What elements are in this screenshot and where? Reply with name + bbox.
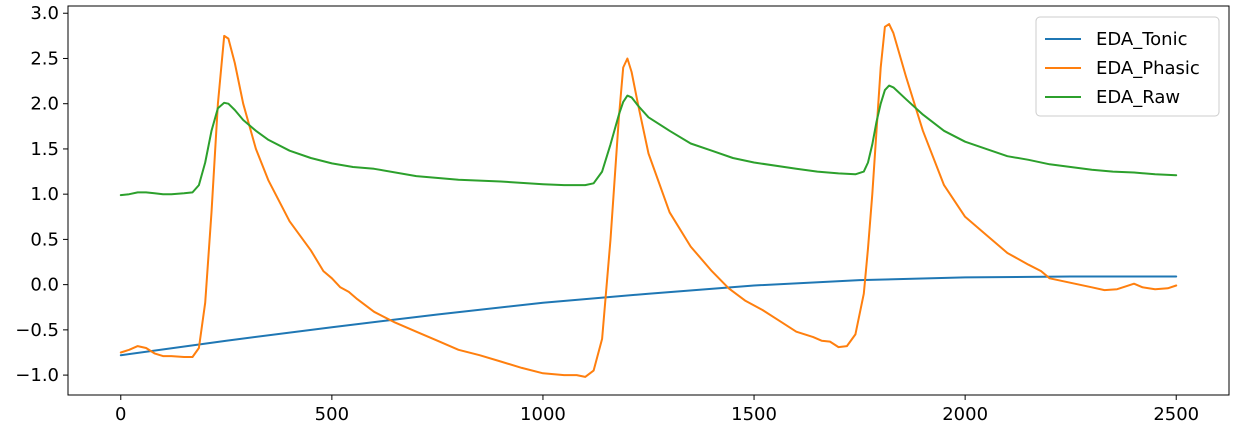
legend: EDA_Tonic EDA_Phasic EDA_Raw <box>1035 16 1220 117</box>
y-tick-label: −1.0 <box>15 365 59 386</box>
y-tick-label: 2.5 <box>30 48 59 69</box>
y-tick-label: 1.0 <box>30 184 59 205</box>
y-tick-label: 0.5 <box>30 229 59 250</box>
series-line-eda-phasic <box>119 23 1178 378</box>
y-tick-label: 3.0 <box>30 3 59 24</box>
plot-area-frame <box>67 5 1230 396</box>
legend-label: EDA_Tonic <box>1096 29 1188 50</box>
y-tick-label: 1.5 <box>30 139 59 160</box>
legend-frame <box>1035 16 1220 117</box>
x-tick-label: 0 <box>115 404 126 425</box>
legend-label: EDA_Raw <box>1096 87 1180 108</box>
x-tick-label: 2000 <box>942 404 988 425</box>
series-layer <box>119 23 1178 378</box>
x-tick-label: 2500 <box>1153 404 1199 425</box>
legend-label: EDA_Phasic <box>1096 58 1200 79</box>
x-tick-label: 1500 <box>731 404 777 425</box>
y-tick-label: −0.5 <box>15 320 59 341</box>
x-axis: 0 500 1000 1500 2000 2500 <box>115 395 1199 425</box>
y-tick-label: 0.0 <box>30 275 59 296</box>
series-line-eda-raw <box>119 84 1178 197</box>
x-tick-label: 1000 <box>520 404 566 425</box>
y-axis: −1.0 −0.5 0.0 0.5 1.0 1.5 2.0 2.5 3.0 <box>15 3 68 386</box>
x-tick-label: 500 <box>315 404 349 425</box>
series-line-eda-tonic <box>119 275 1178 357</box>
y-tick-label: 2.0 <box>30 94 59 115</box>
